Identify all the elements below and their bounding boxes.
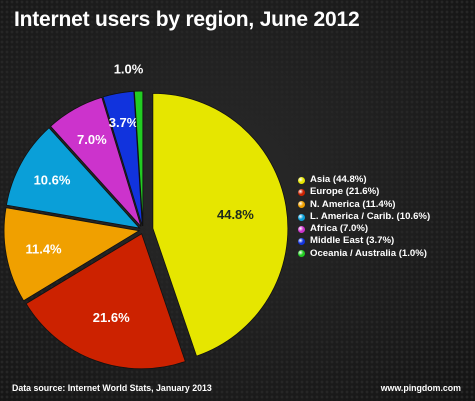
legend-item: L. America / Carib. (10.6%) bbox=[298, 211, 430, 223]
legend-swatch-icon bbox=[298, 201, 305, 209]
pie-slice-europe bbox=[25, 233, 186, 370]
legend-label: L. America / Carib. (10.6%) bbox=[310, 210, 431, 222]
legend-label: N. America (11.4%) bbox=[310, 198, 396, 210]
legend-item: Africa (7.0%) bbox=[298, 223, 430, 235]
legend-label: Middle East (3.7%) bbox=[310, 235, 395, 247]
legend-label: Oceania / Australia (1.0%) bbox=[310, 247, 427, 259]
legend-item: Asia (44.8%) bbox=[298, 174, 430, 186]
legend-label: Africa (7.0%) bbox=[310, 223, 369, 235]
pie-slice-l-america-carib bbox=[6, 127, 141, 229]
pie-slice-middle-east bbox=[102, 90, 143, 227]
pie-slice-n-america bbox=[3, 207, 141, 302]
slice-value-label: 11.4% bbox=[25, 241, 62, 256]
legend-swatch-icon bbox=[298, 176, 305, 184]
legend-swatch-icon bbox=[298, 188, 305, 196]
legend-swatch-icon bbox=[298, 213, 305, 221]
pie-slice-asia bbox=[152, 92, 289, 357]
legend-item: Oceania / Australia (1.0%) bbox=[298, 248, 430, 260]
slice-value-label: 1.0% bbox=[114, 62, 144, 77]
slice-value-label: 10.6% bbox=[34, 172, 71, 187]
slice-value-label: 44.8% bbox=[217, 207, 254, 222]
legend-swatch-icon bbox=[298, 250, 305, 258]
slice-value-label: 21.6% bbox=[93, 310, 130, 325]
legend-swatch-icon bbox=[298, 238, 305, 246]
slice-value-label: 7.0% bbox=[77, 132, 107, 147]
chart-legend: Asia (44.8%) Europe (21.6%) N. America (11… bbox=[298, 174, 430, 260]
slice-value-label: 3.7% bbox=[109, 115, 139, 130]
legend-label: Europe (21.6%) bbox=[310, 186, 380, 198]
legend-label: Asia (44.8%) bbox=[310, 174, 367, 185]
pie-slice-africa bbox=[49, 96, 142, 227]
website-credit: www.pingdom.com bbox=[380, 383, 461, 393]
legend-item: Europe (21.6%) bbox=[298, 186, 430, 198]
data-source-note: Data source: Internet World Stats, Janua… bbox=[12, 383, 212, 393]
chart-title: Internet users by region, June 2012 bbox=[14, 8, 360, 31]
legend-swatch-icon bbox=[298, 225, 305, 233]
pie-slice-oceania-australia bbox=[133, 90, 144, 227]
legend-item: N. America (11.4%) bbox=[298, 199, 430, 211]
legend-item: Middle East (3.7%) bbox=[298, 235, 430, 247]
